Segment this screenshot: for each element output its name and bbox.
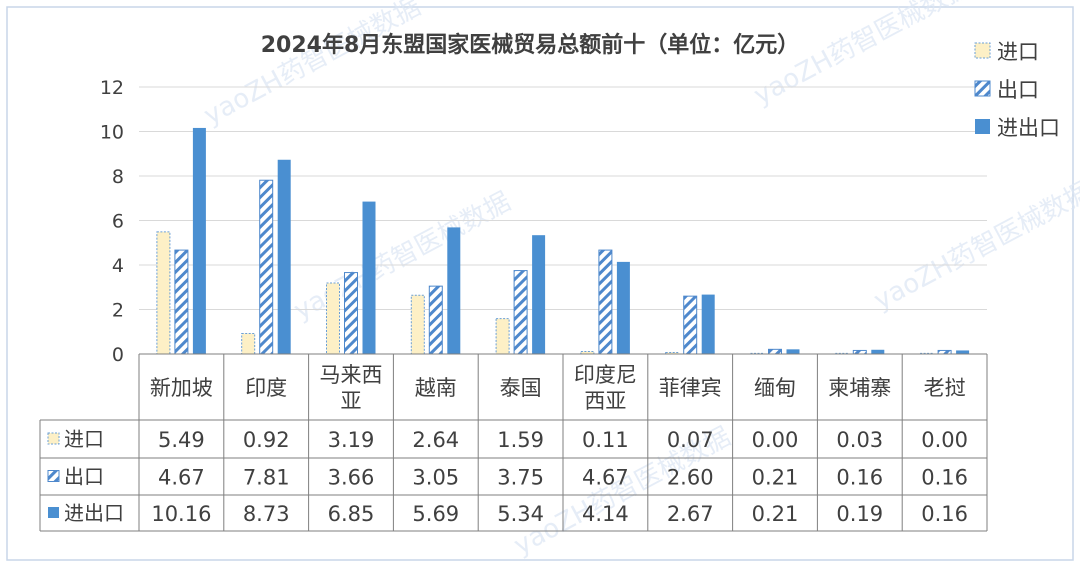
bar-export (852, 349, 867, 355)
table-value: 3.19 (328, 428, 375, 452)
category-label: 柬埔寨 (828, 376, 891, 400)
y-tick-label: 12 (100, 77, 124, 99)
table-value: 5.34 (497, 502, 544, 526)
table-series-name: 进出口 (64, 501, 124, 525)
bar-total (362, 201, 376, 354)
table-value: 3.05 (412, 466, 459, 490)
bar-import (495, 318, 510, 355)
table-value: 5.49 (158, 428, 205, 452)
table-value: 3.75 (497, 466, 544, 490)
table-value: 0.16 (921, 502, 968, 526)
table-value: 10.16 (151, 502, 211, 526)
bars-layer (156, 127, 970, 355)
category-label: 新加坡 (150, 376, 213, 400)
bar-total (447, 227, 461, 354)
table-value: 0.21 (752, 466, 799, 490)
bar-export (768, 348, 782, 355)
table-value: 0.16 (836, 466, 883, 490)
y-tick-label: 8 (112, 166, 124, 188)
table-value: 4.67 (582, 466, 629, 490)
bar-import (326, 282, 340, 355)
table-value: 0.07 (667, 428, 714, 452)
table-value: 7.81 (243, 466, 290, 490)
table-value: 0.19 (836, 502, 883, 526)
bar-export (598, 249, 613, 355)
category-label: 越南 (415, 376, 457, 400)
y-tick-label: 4 (112, 255, 124, 277)
table-value: 0.00 (752, 428, 799, 452)
y-tick-label: 6 (112, 211, 124, 233)
y-tick-label: 0 (112, 344, 124, 366)
table-series-name: 进口 (64, 427, 104, 451)
table-value: 2.64 (412, 428, 459, 452)
bar-export (428, 285, 443, 355)
category-label: 缅甸 (754, 376, 796, 400)
legend-key-import (974, 42, 991, 59)
table-value: 0.03 (836, 428, 883, 452)
bar-total (786, 349, 800, 354)
bar-export (683, 295, 698, 355)
bar-import (156, 231, 171, 355)
table-value: 0.21 (752, 502, 799, 526)
category-label: 印度尼西亚 (574, 363, 637, 413)
table-value: 5.69 (412, 502, 459, 526)
legend-key-import (47, 432, 60, 445)
table-value: 2.60 (667, 466, 714, 490)
bar-export (513, 270, 528, 355)
table-value: 4.67 (158, 466, 205, 490)
bar-export (174, 249, 189, 355)
bar-total (701, 294, 715, 354)
bar-export (344, 272, 358, 355)
category-label: 泰国 (500, 376, 542, 400)
bar-total (277, 159, 291, 354)
legend-key-export (47, 470, 60, 482)
table-value: 0.11 (582, 428, 629, 452)
y-tick-label: 2 (112, 300, 124, 322)
bar-export (937, 349, 952, 355)
bar-export (259, 179, 274, 355)
table-value: 3.66 (328, 466, 375, 490)
table-value: 4.14 (582, 502, 629, 526)
bar-import (241, 333, 256, 355)
chart-title: 2024年8月东盟国家医械贸易总额前十（单位：亿元） (261, 32, 800, 58)
bar-total (956, 350, 970, 354)
bar-total (616, 261, 630, 354)
category-label: 马来西亚 (320, 363, 383, 413)
y-tick-label: 10 (100, 122, 124, 144)
table-value: 0.16 (921, 466, 968, 490)
table-value: 1.59 (497, 428, 544, 452)
bar-total (192, 127, 206, 354)
bar-total (871, 349, 885, 354)
table-series-name: 出口 (64, 465, 104, 489)
y-axis-ticks: 0 2 4 6 8 10 12 (100, 77, 124, 366)
legend-label: 出口 (997, 78, 1039, 102)
category-label: 老挝 (924, 376, 966, 400)
legend-key-total (975, 119, 990, 134)
legend-label: 进口 (997, 40, 1039, 64)
legend-key-total (48, 507, 59, 518)
table-value: 0.00 (921, 428, 968, 452)
table-value: 8.73 (243, 502, 290, 526)
table-value: 6.85 (328, 502, 375, 526)
bar-total (532, 235, 546, 354)
bar-import (410, 294, 425, 355)
category-label: 菲律宾 (659, 376, 722, 400)
table-value: 2.67 (667, 502, 714, 526)
legend-key-export (974, 80, 991, 97)
table-value: 0.92 (243, 428, 290, 452)
category-label: 印度 (245, 376, 287, 400)
legend-label: 进出口 (997, 116, 1060, 140)
